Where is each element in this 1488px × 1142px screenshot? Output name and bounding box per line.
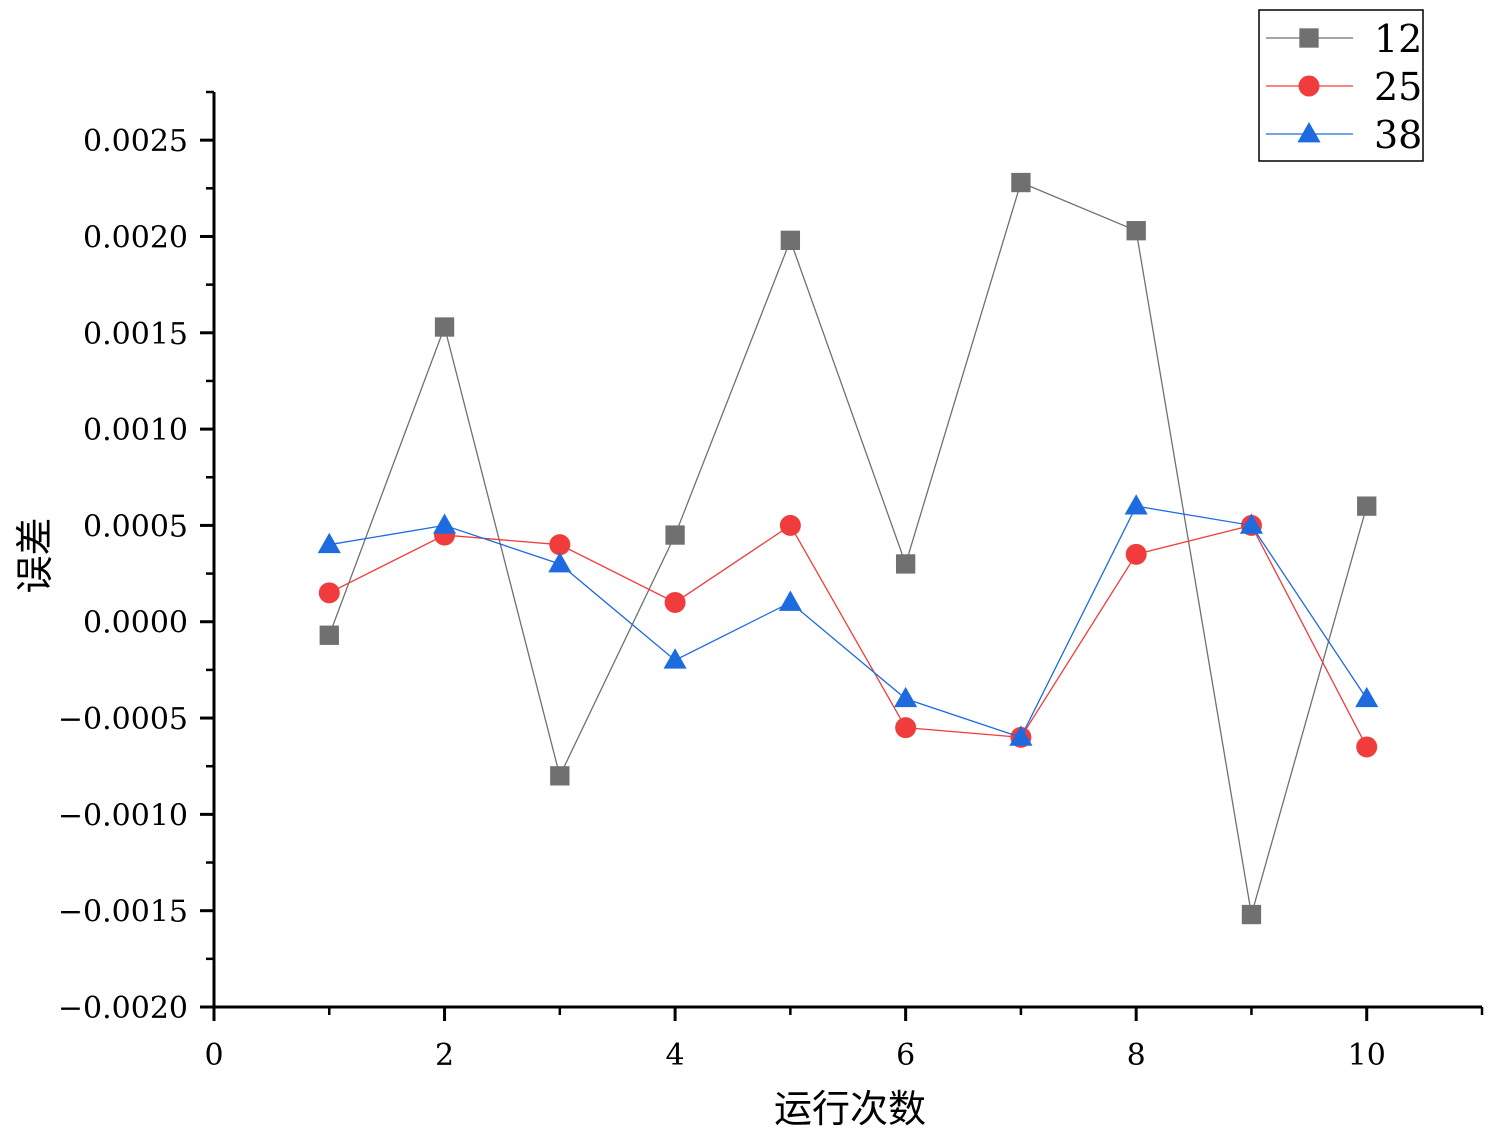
y-tick-label: 0.0010 (83, 413, 188, 448)
data-point-square (1299, 28, 1319, 48)
data-point-triangle (663, 648, 687, 669)
legend-label: 38 (1374, 113, 1422, 157)
x-tick-label: 4 (666, 1038, 685, 1073)
data-point-triangle (1124, 494, 1148, 515)
y-ticks: 0.0025 0.0020 0.0015 0.0010 0.0005 0.0000 −0.0… (58, 90, 214, 1026)
x-tick-label: 0 (204, 1038, 223, 1073)
legend-label: 25 (1374, 65, 1422, 109)
x-tick-label: 6 (896, 1038, 915, 1073)
data-point-square (1126, 221, 1146, 241)
series-12 (319, 172, 1377, 925)
data-point-square (1241, 904, 1262, 925)
legend-item-12: 12 (1266, 17, 1422, 61)
y-tick-label: 0.0020 (83, 220, 188, 255)
data-point-triangle (778, 590, 802, 611)
data-point-square (319, 625, 339, 645)
data-point-triangle (1355, 686, 1379, 708)
y-axis-title: 误差 (13, 517, 57, 593)
series-line (328, 181, 1368, 915)
data-point-square (665, 525, 685, 545)
data-point-triangle (1297, 122, 1321, 143)
series-line (329, 505, 1368, 739)
data-point-square (895, 554, 916, 574)
data-point-circle (1356, 736, 1378, 758)
data-point-circle (1298, 75, 1320, 97)
data-point-triangle (317, 532, 341, 554)
y-tick-label: 0.0015 (83, 317, 188, 352)
series-38 (317, 494, 1379, 746)
axes (212, 92, 1482, 1009)
y-tick-label: −0.0010 (58, 798, 188, 833)
legend-label: 12 (1374, 17, 1422, 61)
data-point-square (1011, 172, 1031, 193)
y-tick-label: 0.0025 (83, 124, 188, 159)
x-axis-title: 运行次数 (774, 1087, 926, 1131)
y-tick-label: −0.0005 (58, 702, 188, 737)
data-point-triangle (1009, 725, 1033, 746)
y-tick-label: 0.0005 (83, 509, 188, 544)
y-tick-label: −0.0020 (58, 991, 188, 1026)
data-point-triangle (1239, 513, 1264, 534)
series-line (328, 524, 1368, 748)
data-point-square (780, 230, 801, 250)
data-point-triangle (548, 551, 572, 573)
data-point-circle (895, 717, 917, 739)
data-point-circle (664, 591, 686, 613)
legend-item-38: 38 (1266, 113, 1422, 157)
series-layer (317, 172, 1379, 925)
x-tick-label: 2 (435, 1038, 454, 1073)
data-point-square (1357, 496, 1377, 516)
y-tick-label: −0.0015 (58, 895, 188, 930)
data-point-triangle (894, 686, 918, 708)
y-tick-label: 0.0000 (83, 606, 188, 641)
x-tick-label: 8 (1127, 1038, 1146, 1073)
data-point-circle (318, 582, 340, 604)
data-point-circle (549, 534, 571, 556)
x-tick-label: 10 (1348, 1038, 1386, 1073)
data-point-square (434, 317, 455, 337)
data-point-circle (779, 514, 801, 536)
data-point-circle (1125, 543, 1147, 565)
data-point-square (550, 766, 570, 786)
data-point-triangle (432, 513, 457, 534)
x-ticks: 0 2 4 6 8 10 (204, 1007, 1484, 1073)
legend-item-25: 25 (1266, 65, 1422, 109)
